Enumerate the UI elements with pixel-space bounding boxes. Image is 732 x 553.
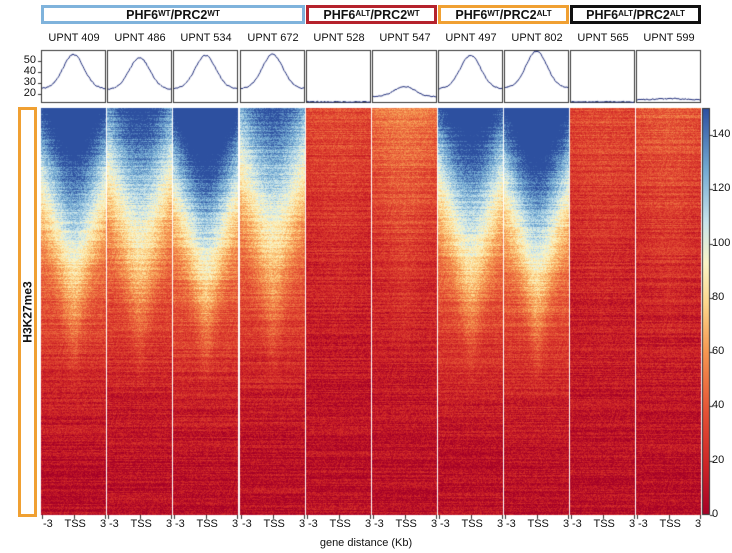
- x-axis-label: gene distance (Kb): [319, 537, 413, 549]
- histone-mark-label: H3K27me3: [20, 281, 35, 343]
- x-tick: -3: [242, 518, 252, 530]
- colorbar-tick: 20: [712, 453, 725, 466]
- sample-label: UPNT 497: [445, 32, 497, 44]
- colorbar-tick: 80: [712, 290, 725, 303]
- sample-label: UPNT 409: [48, 32, 100, 44]
- x-tick: 3: [431, 518, 438, 530]
- sample-label: UPNT 486: [114, 32, 166, 44]
- x-tick: 3: [100, 518, 107, 530]
- x-tick: -3: [572, 518, 582, 530]
- x-tick: -3: [638, 518, 648, 530]
- group-header-1: PHF6 ALT/PRC2 WT: [306, 5, 437, 24]
- x-tick: -3: [440, 518, 450, 530]
- x-tick: TSS: [329, 518, 351, 530]
- x-tick: -3: [43, 518, 53, 530]
- group-header-2: PHF6 WT/PRC2 ALT: [438, 5, 569, 24]
- x-tick: -3: [374, 518, 384, 530]
- sample-label: UPNT 534: [180, 32, 232, 44]
- colorbar-tick: 0: [712, 508, 719, 520]
- x-tick: TSS: [527, 518, 549, 530]
- profile-y-tick: 30: [23, 76, 36, 89]
- x-tick: -3: [109, 518, 119, 530]
- histone-mark-frame: [18, 107, 37, 517]
- x-tick: 3: [563, 518, 570, 530]
- x-tick: TSS: [395, 518, 417, 530]
- sample-label: UPNT 599: [643, 32, 695, 44]
- x-tick: TSS: [461, 518, 483, 530]
- x-tick: 3: [166, 518, 173, 530]
- sample-label: UPNT 547: [379, 32, 431, 44]
- colorbar-tick: 60: [712, 345, 725, 358]
- x-tick: TSS: [64, 518, 86, 530]
- colorbar-tick: 100: [712, 236, 731, 249]
- x-tick: TSS: [130, 518, 152, 530]
- x-tick: TSS: [659, 518, 681, 530]
- colorbar-tick: 120: [712, 182, 731, 195]
- colorbar-tick: 40: [712, 399, 725, 412]
- x-tick: TSS: [196, 518, 218, 530]
- sample-label: UPNT 565: [577, 32, 629, 44]
- colorbar-tick: 140: [712, 128, 731, 141]
- x-tick: 3: [629, 518, 636, 530]
- sample-label: UPNT 672: [247, 32, 299, 44]
- group-header-0: PHF6 WT/PRC2 WT: [41, 5, 305, 24]
- x-tick: 3: [365, 518, 372, 530]
- group-header-3: PHF6 ALT/PRC2 ALT: [570, 5, 701, 24]
- x-tick: -3: [175, 518, 185, 530]
- x-tick: -3: [308, 518, 318, 530]
- sample-label: UPNT 802: [511, 32, 563, 44]
- profile-y-tick: 20: [23, 87, 36, 100]
- x-tick: TSS: [263, 518, 285, 530]
- x-tick: 3: [232, 518, 239, 530]
- x-tick: 3: [497, 518, 504, 530]
- x-tick: 3: [695, 518, 702, 530]
- x-tick: TSS: [593, 518, 615, 530]
- sample-label: UPNT 528: [313, 32, 365, 44]
- x-tick: -3: [506, 518, 516, 530]
- profile-y-tick: 40: [23, 65, 36, 78]
- x-tick: 3: [299, 518, 306, 530]
- profile-y-tick: 50: [23, 54, 36, 67]
